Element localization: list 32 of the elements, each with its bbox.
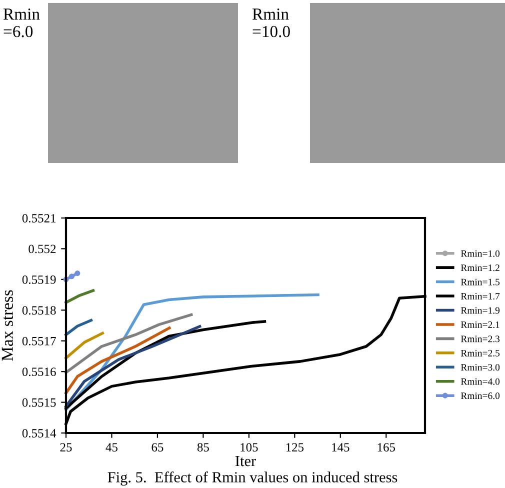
legend-label: Rmin=1.0 — [460, 250, 500, 257]
text: Rmin =10.0 — [252, 8, 290, 38]
legend-label: Rmin=2.1 — [460, 321, 500, 328]
text: Rmin =6.0 — [3, 8, 40, 38]
legend-label: Rmin=2.3 — [460, 336, 500, 342]
y-axis-title: Max stress — [2, 290, 13, 361]
y-tick-label: 0.5516 — [22, 368, 56, 376]
legend-label: Rmin=1.2 — [460, 264, 500, 272]
legend-label: Rmin=2.5 — [460, 350, 500, 356]
y-tick-label: 0.5514 — [22, 429, 56, 438]
x-tick-label: 25 — [60, 443, 72, 452]
legend-label: Rmin=6.0 — [460, 392, 500, 400]
legend-label: Rmin=1.5 — [460, 278, 500, 286]
x-tick-label: 65 — [152, 443, 164, 452]
y-tick-label: 0.5519 — [22, 275, 56, 284]
x-tick-label: 145 — [332, 443, 350, 452]
x-tick-label: 85 — [197, 443, 209, 452]
legend-label: Rmin=1.9 — [460, 307, 500, 314]
y-tick-label: 0.5521 — [22, 214, 56, 223]
legend-label: Rmin=1.7 — [460, 292, 500, 300]
x-tick-label: 105 — [240, 443, 258, 452]
x-tick-label: 45 — [106, 443, 118, 452]
x-tick-label: 165 — [378, 443, 396, 452]
legend-label: Rmin=4.0 — [460, 378, 500, 385]
caption: Fig. 5. Effect of Rmin values on induced stress — [108, 472, 398, 486]
y-tick-label: 0.5517 — [22, 336, 56, 346]
legend-label: Rmin=3.0 — [460, 364, 500, 371]
x-tick-label: 125 — [286, 443, 304, 452]
y-tick-label: 0.5518 — [22, 306, 56, 315]
y-tick-label: 0.552 — [28, 244, 56, 254]
x-axis-title: Iter — [235, 456, 256, 466]
y-tick-label: 0.5515 — [22, 398, 56, 407]
